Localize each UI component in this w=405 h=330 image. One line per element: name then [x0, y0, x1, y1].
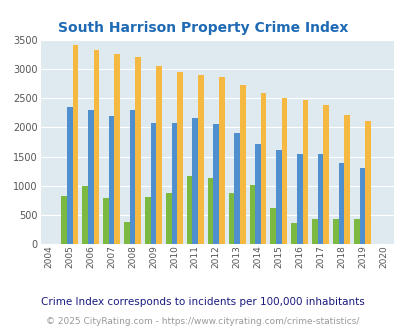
Bar	[290, 223, 296, 244]
Bar	[156, 66, 162, 244]
Bar	[213, 124, 218, 244]
Bar	[82, 186, 88, 244]
Bar	[254, 144, 260, 244]
Bar	[177, 72, 182, 244]
Bar	[198, 75, 203, 244]
Bar	[364, 121, 370, 244]
Bar	[88, 110, 94, 244]
Text: Crime Index corresponds to incidents per 100,000 inhabitants: Crime Index corresponds to incidents per…	[41, 297, 364, 307]
Bar	[296, 154, 302, 244]
Bar	[353, 219, 359, 244]
Bar	[281, 98, 287, 244]
Bar	[311, 219, 317, 244]
Bar	[338, 163, 343, 244]
Bar	[323, 105, 328, 244]
Bar	[218, 77, 224, 244]
Bar	[359, 168, 364, 244]
Bar	[130, 110, 135, 244]
Bar	[260, 93, 266, 244]
Bar	[270, 208, 275, 244]
Bar	[124, 222, 130, 244]
Bar	[166, 193, 171, 244]
Bar	[239, 85, 245, 244]
Bar	[207, 178, 213, 244]
Bar	[343, 115, 349, 244]
Text: © 2025 CityRating.com - https://www.cityrating.com/crime-statistics/: © 2025 CityRating.com - https://www.city…	[46, 317, 359, 326]
Bar	[192, 118, 198, 244]
Bar	[103, 198, 109, 244]
Bar	[114, 54, 120, 244]
Bar	[317, 153, 323, 244]
Bar	[67, 107, 72, 244]
Bar	[61, 196, 67, 244]
Bar	[171, 123, 177, 244]
Bar	[302, 100, 307, 244]
Bar	[72, 45, 78, 244]
Bar	[228, 193, 234, 244]
Bar	[186, 176, 192, 244]
Bar	[234, 133, 239, 244]
Bar	[109, 116, 114, 244]
Bar	[332, 219, 338, 244]
Bar	[145, 197, 150, 244]
Bar	[94, 50, 99, 244]
Bar	[150, 123, 156, 244]
Bar	[275, 150, 281, 244]
Text: South Harrison Property Crime Index: South Harrison Property Crime Index	[58, 21, 347, 35]
Bar	[249, 185, 254, 244]
Bar	[135, 57, 141, 244]
